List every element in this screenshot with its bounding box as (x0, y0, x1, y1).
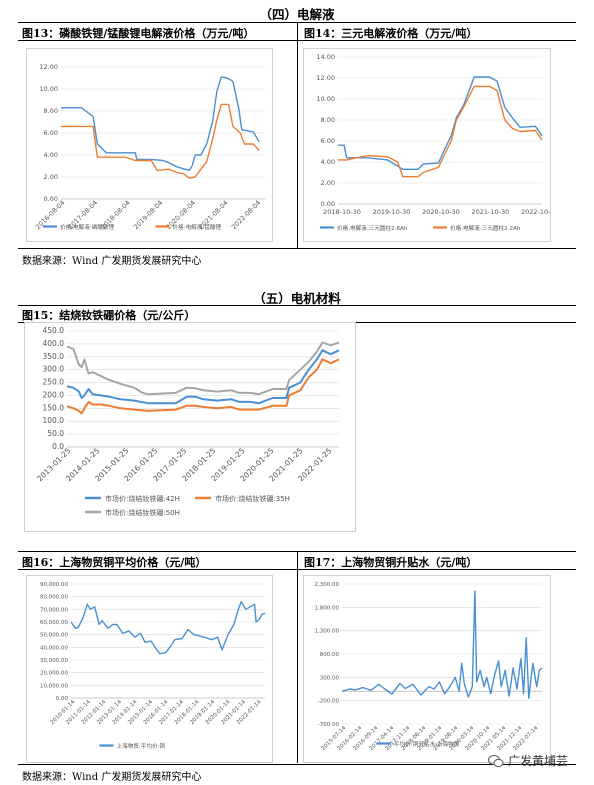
source-note: 数据来源：Wind 广发期货发展研究中心 (22, 256, 202, 267)
footer-rule (18, 248, 576, 249)
series-line (66, 349, 340, 405)
x-tick-label: 2022-08-04 (230, 199, 262, 231)
x-tick-label: 2022-10-30 (521, 208, 550, 216)
x-tick-label: 2020-10-30 (422, 208, 460, 216)
series-line (61, 76, 260, 172)
x-tick-label: 2018-10-30 (323, 208, 361, 216)
fig16-title: 图16：上海物贸铜平均价格（元/吨） (22, 556, 207, 569)
watermark-text: 广发黄埔芸 (508, 754, 569, 768)
x-tick-label: 2019-10-30 (373, 208, 411, 216)
fig17-chart-panel: -700.00 -200.00 300.00 800.00 1,300.00 1,800.… (303, 575, 551, 763)
section-title-electrolyte: （四）电解液 (259, 7, 335, 22)
y-tick-label: 14.00 (316, 53, 335, 61)
y-tick-label: 80,000.00 (40, 595, 68, 601)
y-tick-label: 4.00 (321, 158, 335, 166)
series-line (61, 103, 260, 179)
series-line (66, 358, 340, 415)
fig17-title: 图17：上海物贸铜升贴水（元/吨） (304, 556, 478, 569)
fig14-chart: 0.00 2.00 4.00 6.00 8.00 10.00 12.00 14.00 2018-… (316, 53, 558, 232)
y-tick-label: 2,300.00 (315, 582, 340, 588)
fig15-chart: 0.0 50.0 100.0 150.0 200.0 250.0 300.0 350.0 400… (35, 326, 340, 517)
y-tick-label: 100.0 (43, 416, 65, 425)
y-tick-label: 0.00 (321, 200, 335, 208)
y-tick-label: 60,000.00 (40, 620, 68, 626)
header-rule (18, 305, 576, 306)
y-tick-label: 20,000.00 (40, 671, 68, 677)
watermark: 广发黄埔芸 (488, 752, 568, 769)
y-tick-label: 50,000.00 (40, 633, 68, 639)
y-tick-label: 250.0 (43, 378, 65, 387)
series-line (66, 341, 340, 396)
y-tick-label: 12.00 (39, 63, 58, 71)
y-tick-label: 90,000.00 (40, 582, 68, 588)
y-tick-label: 150.0 (43, 403, 65, 412)
legend-label: 市场价:烧结钕铁硼:35H (215, 494, 290, 503)
y-tick-label: 10.00 (316, 95, 335, 103)
y-tick-label: 0.00 (44, 195, 58, 203)
fig14-chart-panel: 0.00 2.00 4.00 6.00 8.00 10.00 12.00 14.00 2018-… (303, 48, 559, 242)
legend-label: 价格:电解液:锰酸锂 (173, 223, 222, 231)
y-tick-label: 300.00 (320, 675, 340, 681)
y-tick-label: 10.00 (39, 85, 58, 93)
series-line (338, 76, 543, 170)
y-tick-label: 30,000.00 (40, 658, 68, 664)
y-tick-label: -200.00 (318, 699, 340, 705)
y-tick-label: 450.0 (43, 326, 65, 335)
legend-label: 市场价:烧结钕铁硼:42H (105, 494, 180, 503)
y-tick-label: 6.00 (321, 137, 335, 145)
y-tick-label: 8.00 (44, 107, 58, 115)
series-line (341, 590, 543, 699)
fig15-title: 图15：结烧钕铁硼价格（元/公斤） (22, 309, 196, 322)
fig13-chart: 0.002.004.006.008.0010.0012.002016-08-04… (34, 63, 265, 231)
fig14-title: 图14：三元电解液价格（万元/吨） (304, 27, 478, 40)
footer-rule (18, 764, 576, 765)
series-line (70, 601, 266, 655)
y-tick-label: 1,300.00 (315, 629, 340, 635)
y-tick-label: 2.00 (44, 173, 58, 181)
legend-label: 平均价:铜升贴水:上海物贸 (394, 740, 460, 748)
y-tick-label: 8.00 (321, 116, 335, 124)
legend-label: 市场价:烧结钕铁硼:50H (105, 508, 180, 517)
y-tick-label: 70,000.00 (40, 607, 68, 613)
wechat-icon (488, 754, 504, 767)
y-tick-label: 40,000.00 (40, 645, 68, 651)
y-tick-label: 12.00 (316, 74, 335, 82)
legend-label: 价格:电解液:三元圆柱2.6Ah (337, 224, 408, 232)
column-divider (297, 551, 298, 763)
y-tick-label: 4.00 (44, 151, 58, 159)
y-tick-label: 0.00 (56, 696, 69, 702)
y-tick-label: -700.00 (318, 722, 340, 728)
y-tick-label: 0.0 (52, 442, 64, 451)
y-tick-label: 200.0 (43, 390, 65, 399)
y-tick-label: 300.0 (43, 365, 65, 374)
y-tick-label: 2.00 (321, 179, 335, 187)
series-line (338, 85, 543, 178)
y-tick-label: 400.0 (43, 339, 65, 348)
x-tick-label: 2021-10-30 (472, 208, 510, 216)
column-divider (297, 22, 298, 248)
legend-label: 上海物贸:平均价:铜 (117, 742, 166, 750)
y-tick-label: 10,000.00 (40, 683, 68, 689)
fig13-title: 图13：磷酸铁锂/锰酸锂电解液价格（万元/吨） (22, 27, 255, 40)
y-tick-label: 50.0 (47, 429, 64, 438)
y-tick-label: 6.00 (44, 129, 58, 137)
fig16-chart: 0.00 10,000.00 20,000.00 30,000.00 40,000.00… (40, 582, 266, 750)
y-tick-label: 800.00 (320, 652, 340, 658)
fig16-chart-panel: 0.00 10,000.00 20,000.00 30,000.00 40,000.00… (26, 575, 273, 763)
fig17-chart: -700.00 -200.00 300.00 800.00 1,300.00 1,800.… (315, 582, 543, 752)
legend-label: 价格:电解液:磷酸铁锂 (60, 223, 115, 231)
y-tick-label: 1,800.00 (315, 605, 340, 611)
y-tick-label: 350.0 (43, 352, 65, 361)
legend-label: 价格:电解液:三元圆柱2.2Ah (450, 224, 521, 232)
section-title-motor: （五）电机材料 (253, 291, 341, 306)
fig15-chart-panel: 0.0 50.0 100.0 150.0 200.0 250.0 300.0 350.0 400… (24, 322, 356, 532)
source-note: 数据来源：Wind 广发期货发展研究中心 (22, 772, 202, 783)
fig13-chart-panel: 0.00 2.00 4.00 6.00 8.00 10.00 12.00 2016-08-04… (26, 48, 273, 242)
